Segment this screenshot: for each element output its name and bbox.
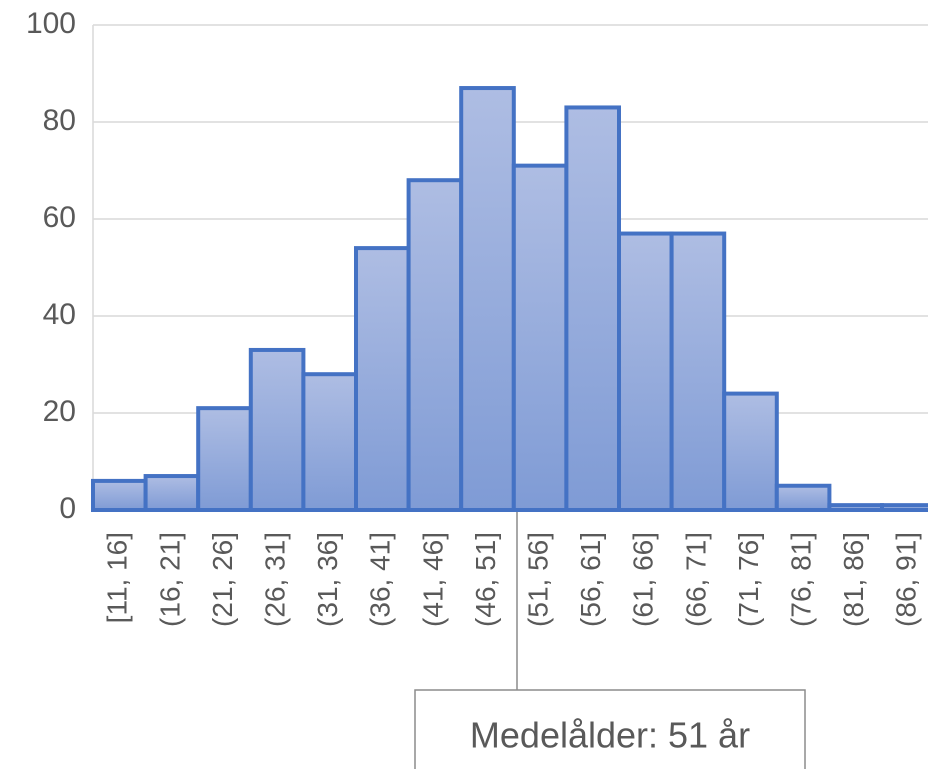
- x-tick-label: (41, 46]: [417, 532, 448, 627]
- x-tick-label: (61, 66]: [628, 532, 659, 627]
- x-tick-label: (76, 81]: [785, 532, 816, 627]
- y-tick-label: 80: [43, 104, 76, 137]
- bar: [248, 347, 306, 513]
- x-tick-label: (51, 56]: [522, 532, 553, 627]
- x-tick-label: [11, 16]: [102, 532, 133, 623]
- x-tick-label: (71, 76]: [733, 532, 764, 627]
- y-tick-label: 40: [43, 298, 76, 331]
- bar: [91, 478, 148, 512]
- x-tick-label: (36, 41]: [365, 532, 396, 627]
- bar: [354, 246, 411, 512]
- bar: [459, 86, 516, 513]
- bar: [774, 483, 832, 512]
- x-tick-label: (46, 51]: [470, 532, 501, 627]
- x-tick-label: (86, 91]: [891, 532, 922, 627]
- y-tick-label: 20: [43, 395, 76, 428]
- bar: [722, 391, 779, 513]
- annotation: Medelålder: 51 år: [470, 715, 750, 756]
- annotation-box: [414, 689, 806, 769]
- bar: [196, 406, 253, 512]
- y-tick-label: 60: [43, 201, 76, 234]
- bar: [617, 231, 674, 513]
- bar: [301, 372, 358, 513]
- x-tick-label: (81, 86]: [838, 532, 869, 627]
- bar: [143, 474, 201, 512]
- y-tick-label: 0: [59, 492, 76, 525]
- x-tick-label: (66, 71]: [680, 532, 711, 627]
- bar: [564, 105, 622, 512]
- x-tick-label: (21, 26]: [207, 532, 238, 627]
- bar: [406, 178, 464, 512]
- bar: [511, 163, 569, 512]
- bar: [669, 231, 727, 513]
- y-tick-label: 100: [26, 7, 76, 40]
- x-tick-label: (26, 31]: [259, 532, 290, 627]
- x-tick-label: (31, 36]: [312, 532, 343, 627]
- x-tick-label: (56, 61]: [575, 532, 606, 627]
- x-tick-label: (16, 21]: [154, 532, 185, 627]
